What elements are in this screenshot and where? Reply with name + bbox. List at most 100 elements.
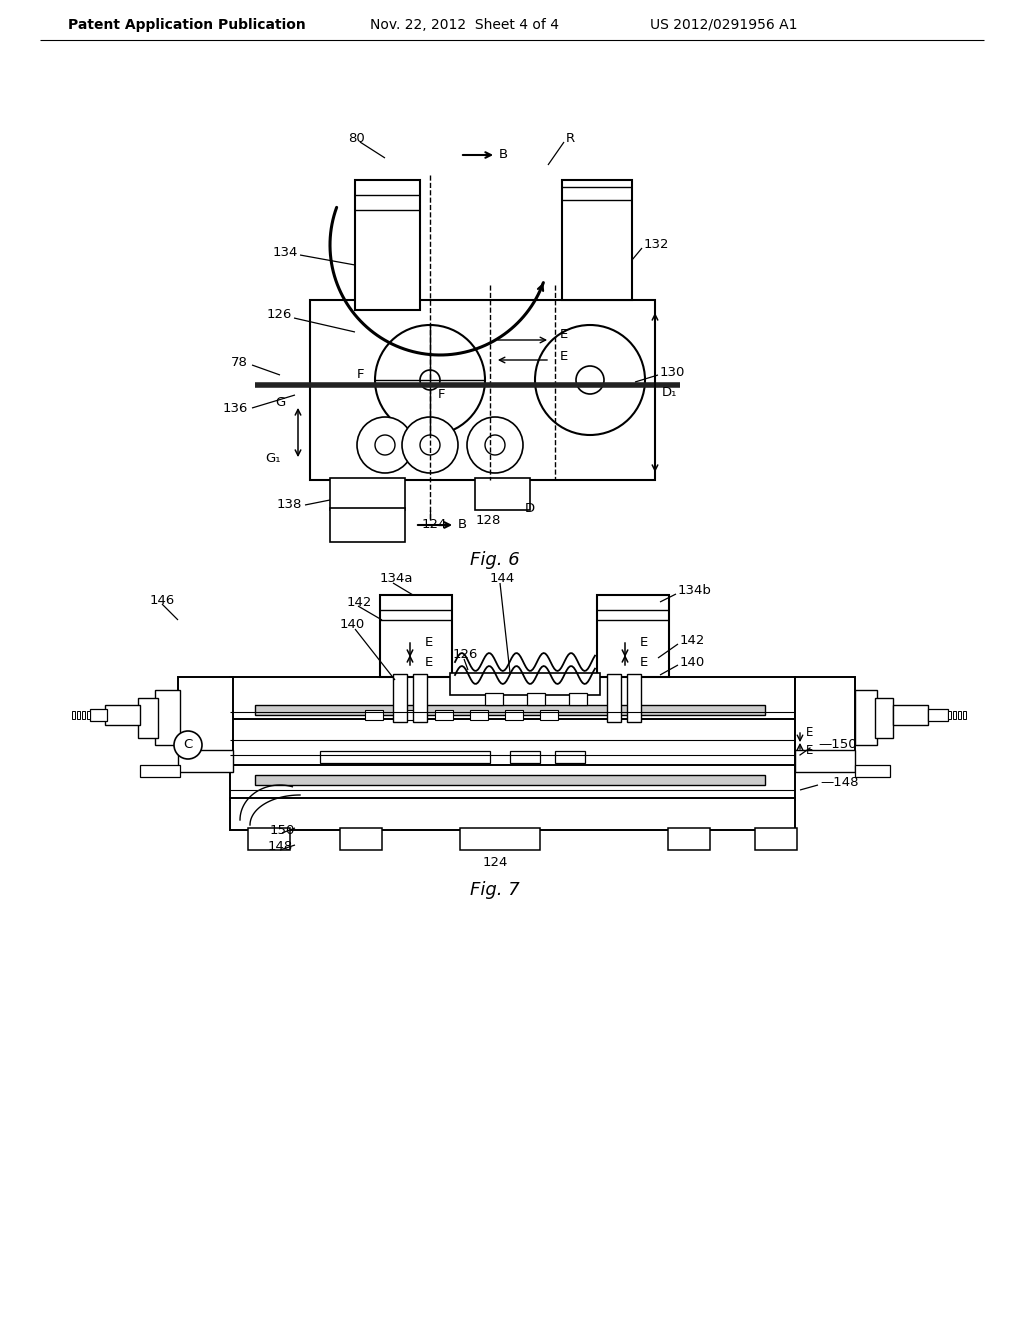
Bar [365,710,383,719]
Bar [255,775,765,785]
Text: R: R [566,132,575,144]
Bar [230,677,795,722]
Bar [138,698,158,738]
Circle shape [375,436,395,455]
Bar [255,705,765,715]
Bar [505,710,523,719]
Text: 132: 132 [644,239,670,252]
Bar [958,711,961,719]
Bar [82,711,85,719]
Bar [310,300,655,480]
Bar [380,595,452,677]
Bar [607,675,621,722]
Text: 134a: 134a [380,572,414,585]
Bar [393,675,407,722]
Bar [540,710,558,719]
Circle shape [485,436,505,455]
Text: 142: 142 [347,595,373,609]
Bar [330,508,406,543]
Text: F: F [438,388,445,401]
Bar [562,180,632,300]
Bar [795,750,855,772]
Text: E: E [560,351,568,363]
Bar [77,711,80,719]
Bar [340,828,382,850]
Text: E: E [640,656,648,668]
Bar [178,750,233,772]
Bar [597,595,669,677]
Text: —150: —150 [818,738,857,751]
Text: Nov. 22, 2012  Sheet 4 of 4: Nov. 22, 2012 Sheet 4 of 4 [370,18,559,32]
Bar [450,673,600,696]
Bar [627,675,641,722]
Text: 144: 144 [490,572,515,585]
Circle shape [467,417,523,473]
Bar [178,677,233,752]
Text: 124: 124 [422,519,447,532]
Bar [72,711,75,719]
Text: 136: 136 [222,401,248,414]
Bar [855,690,877,744]
Bar [953,711,956,719]
Circle shape [174,731,202,759]
Text: 130: 130 [660,366,685,379]
Circle shape [402,417,458,473]
Text: Patent Application Publication: Patent Application Publication [68,18,306,32]
Bar [435,710,453,719]
Text: E: E [640,635,648,648]
Text: 80: 80 [348,132,365,144]
Bar [475,478,530,510]
Circle shape [375,325,485,436]
Bar [948,711,951,719]
Text: C: C [183,738,193,751]
Bar [569,693,587,705]
Text: 128: 128 [476,513,502,527]
Bar [855,766,890,777]
Text: Fig. 7: Fig. 7 [470,880,520,899]
Bar [668,828,710,850]
Text: E: E [806,726,813,738]
Text: 134: 134 [272,246,298,259]
Circle shape [575,366,604,393]
Bar [460,828,540,850]
Text: 126: 126 [453,648,478,661]
Bar [510,751,540,763]
Text: 126: 126 [266,309,292,322]
Bar [90,709,106,721]
Bar [87,711,90,719]
Bar [755,828,797,850]
Circle shape [420,370,440,389]
Bar [140,766,180,777]
Text: 78: 78 [231,355,248,368]
Text: G₁: G₁ [265,451,281,465]
Text: 124: 124 [482,857,508,870]
Bar [230,766,795,800]
Text: 140: 140 [340,619,366,631]
Bar [105,705,140,725]
Bar [155,690,180,744]
Text: 134b: 134b [678,583,712,597]
Text: G: G [274,396,285,408]
Text: 140: 140 [680,656,706,668]
Bar [928,709,948,721]
Text: B: B [458,519,467,532]
Bar [874,698,893,738]
Text: E: E [425,635,433,648]
Bar [555,751,585,763]
Bar [355,180,420,310]
Circle shape [535,325,645,436]
Text: 142: 142 [680,634,706,647]
Text: E: E [560,329,568,342]
Bar [400,710,418,719]
Text: US 2012/0291956 A1: US 2012/0291956 A1 [650,18,798,32]
Bar [248,828,290,850]
Circle shape [357,417,413,473]
Bar [230,799,795,830]
Bar [527,693,545,705]
Text: E: E [806,743,813,756]
Text: E: E [425,656,433,668]
Text: B: B [499,149,508,161]
Bar [413,675,427,722]
Text: 148: 148 [268,841,293,854]
Bar [963,711,966,719]
